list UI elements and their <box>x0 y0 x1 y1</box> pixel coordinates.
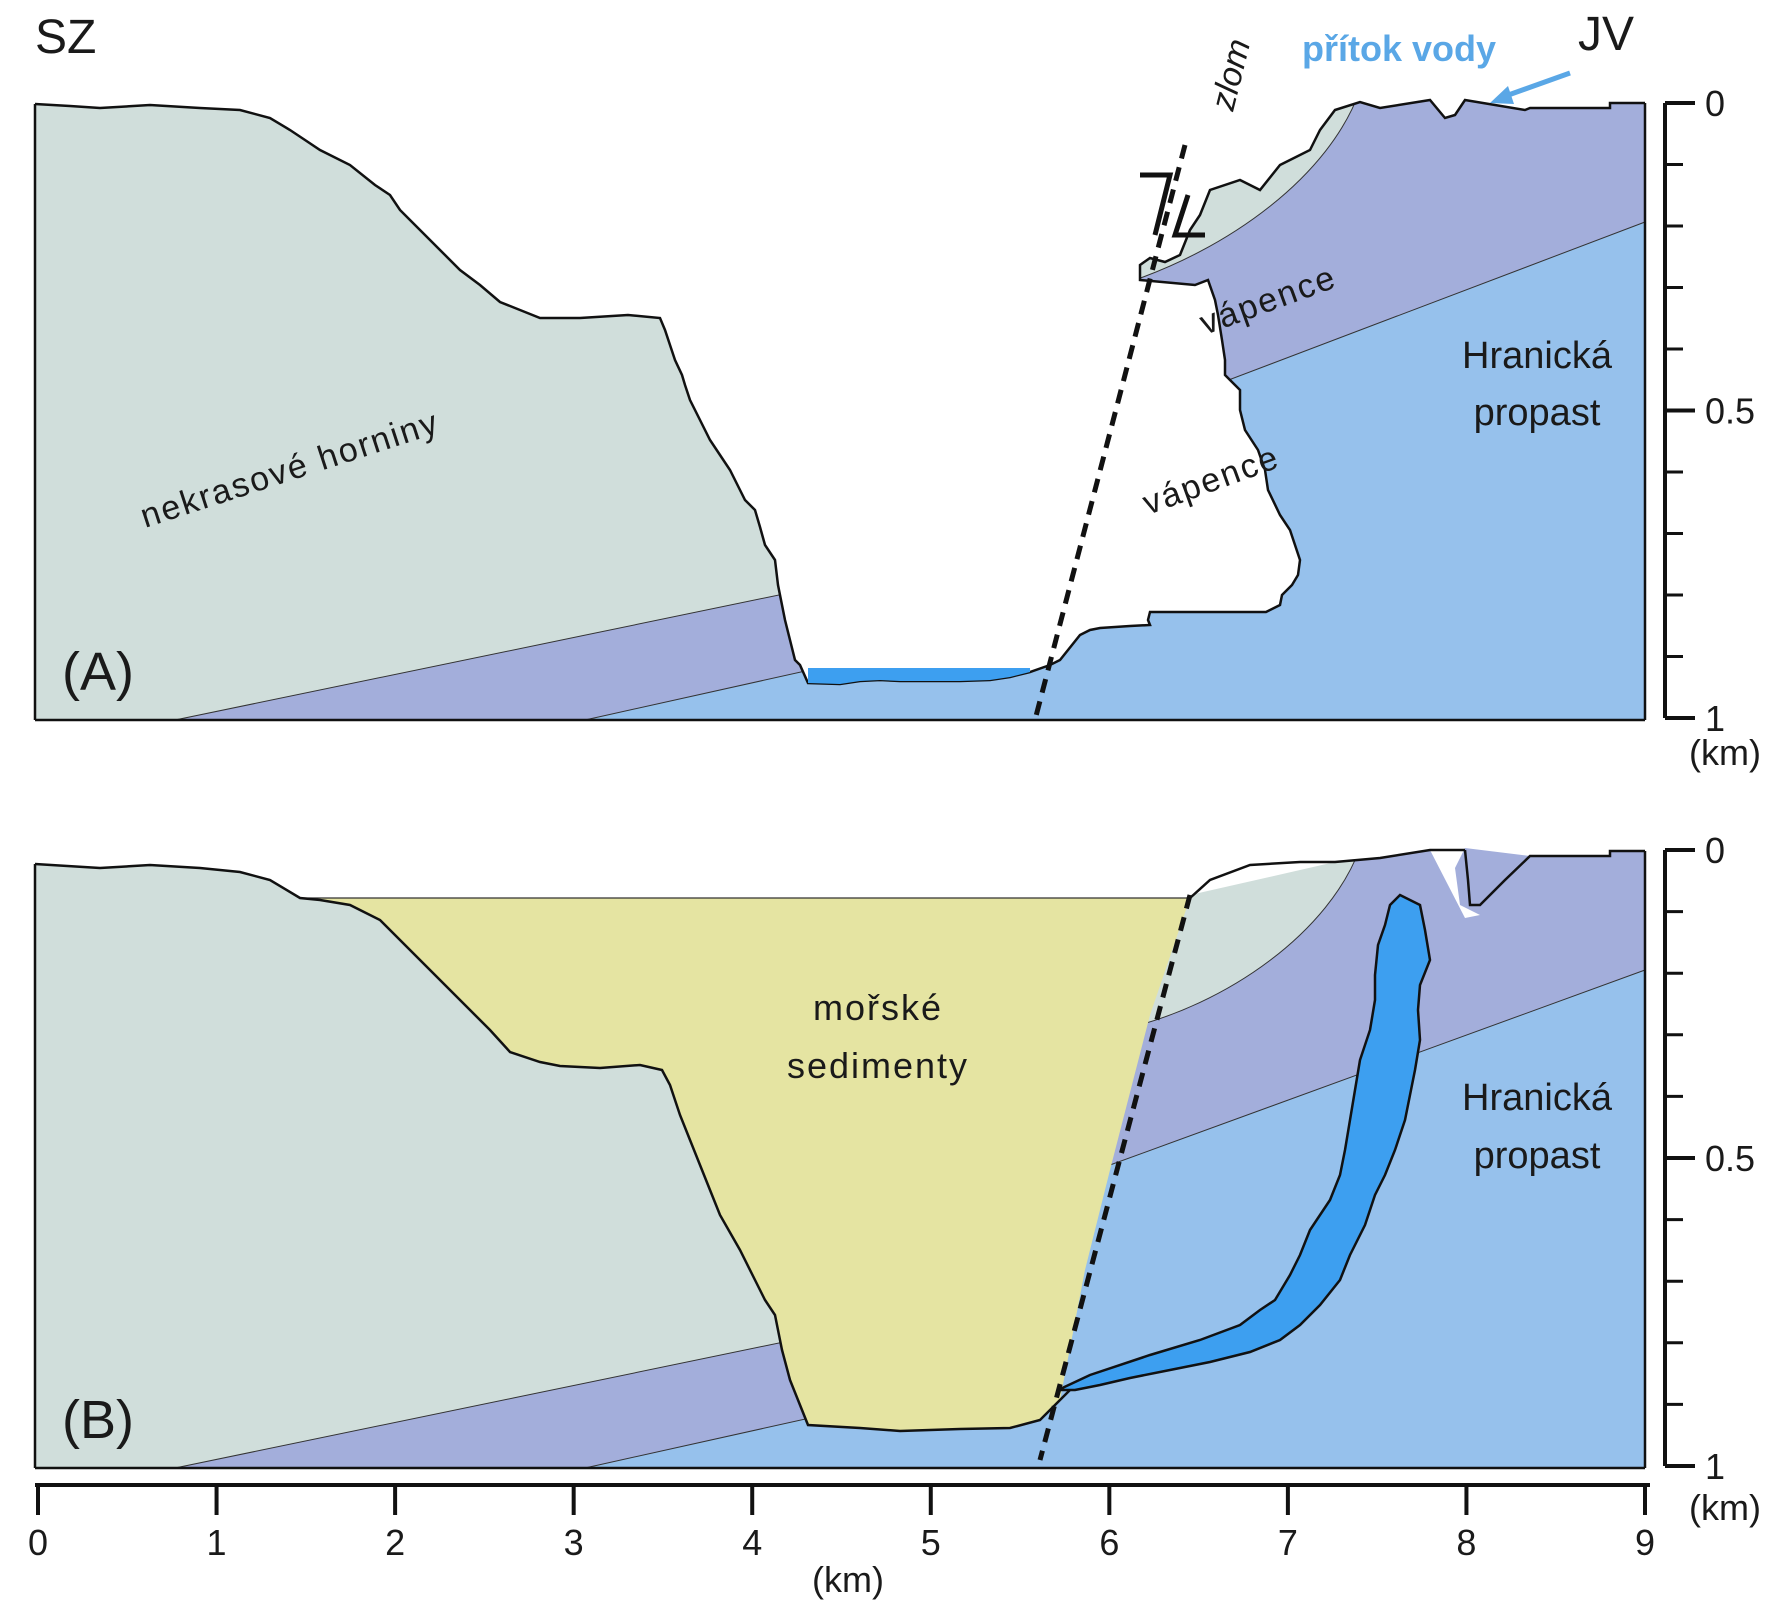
distance-axis-label: 5 <box>921 1522 941 1563</box>
panel-b-air <box>35 820 1645 918</box>
sediment-label-line1: mořské <box>813 987 943 1028</box>
depth-axis-b-label: 0.5 <box>1705 1138 1755 1179</box>
abyss-label-b-line1: Hranická <box>1462 1077 1613 1119</box>
depth-unit-b: (km) <box>1689 1487 1761 1528</box>
distance-axis-label: 2 <box>385 1522 405 1563</box>
panel-a <box>33 30 1647 722</box>
panel-b-marine-sediments <box>300 898 1190 1431</box>
depth-axis-a-label: 0.5 <box>1705 391 1755 432</box>
panel-a-label: (A) <box>62 642 134 702</box>
distance-unit: (km) <box>812 1559 884 1600</box>
abyss-label-a-line2: propast <box>1474 392 1601 434</box>
distance-axis-label: 6 <box>1099 1522 1119 1563</box>
panel-b-contact-line-1 <box>1119 847 1361 1031</box>
panel-b-flooded-conduit <box>1057 893 1432 1392</box>
direction-right: JV <box>1578 8 1634 61</box>
panel-a-surface-outline <box>34 98 1645 686</box>
depth-axis-b: 00.51 <box>1663 830 1755 1487</box>
depth-axis-b-label: 0 <box>1705 830 1725 871</box>
distance-axis-label: 0 <box>28 1522 48 1563</box>
panel-b-label: (B) <box>62 1390 134 1450</box>
panel-b <box>33 820 1647 1470</box>
distance-axis-label: 1 <box>207 1522 227 1563</box>
panel-b-surface-outline-right <box>1189 848 1465 899</box>
distance-axis-label: 7 <box>1278 1522 1298 1563</box>
distance-axis-label: 9 <box>1635 1522 1655 1563</box>
abyss-label-b-line2: propast <box>1474 1135 1601 1177</box>
distance-axis: 0 1 2 3 4 5 6 7 8 9 <box>28 1483 1655 1563</box>
direction-left: SZ <box>35 11 96 64</box>
depth-axis-a: 00.51 <box>1663 83 1755 739</box>
panel-a-air <box>35 30 1645 684</box>
abyss-label-a-line1: Hranická <box>1462 335 1613 377</box>
depth-axis-a-label: 0 <box>1705 83 1725 124</box>
fault-movement-arrows <box>1140 172 1205 238</box>
distance-axis-label: 3 <box>564 1522 584 1563</box>
depth-unit-a: (km) <box>1689 732 1761 773</box>
panel-b-surface-outline-far-right <box>1463 849 1645 907</box>
inflow-label: přítok vody <box>1302 28 1496 69</box>
depth-axis-b-label: 1 <box>1705 1446 1725 1487</box>
fault-line-a <box>1032 144 1188 721</box>
panel-b-surface-outline-left <box>34 862 1076 1433</box>
panel-a-contact-line-1 <box>1119 89 1361 286</box>
distance-axis-label: 4 <box>742 1522 762 1563</box>
depth-axis-a-label: 1 <box>1705 698 1725 739</box>
inflow-arrow <box>1490 70 1571 104</box>
fault-line-b <box>1037 894 1193 1461</box>
panel-a-lake <box>808 668 1030 684</box>
distance-axis-label: 8 <box>1456 1522 1476 1563</box>
sediment-label-line2: sedimenty <box>787 1045 969 1086</box>
